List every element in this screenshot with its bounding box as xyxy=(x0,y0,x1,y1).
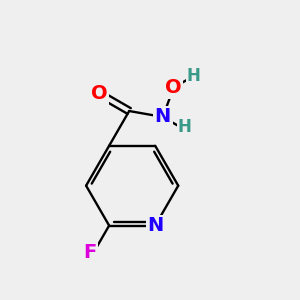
Text: H: H xyxy=(178,118,192,136)
Text: O: O xyxy=(165,78,182,97)
Text: O: O xyxy=(91,84,108,104)
Text: N: N xyxy=(155,107,171,127)
Text: H: H xyxy=(187,68,201,85)
Text: F: F xyxy=(83,243,97,262)
Text: N: N xyxy=(147,216,163,235)
